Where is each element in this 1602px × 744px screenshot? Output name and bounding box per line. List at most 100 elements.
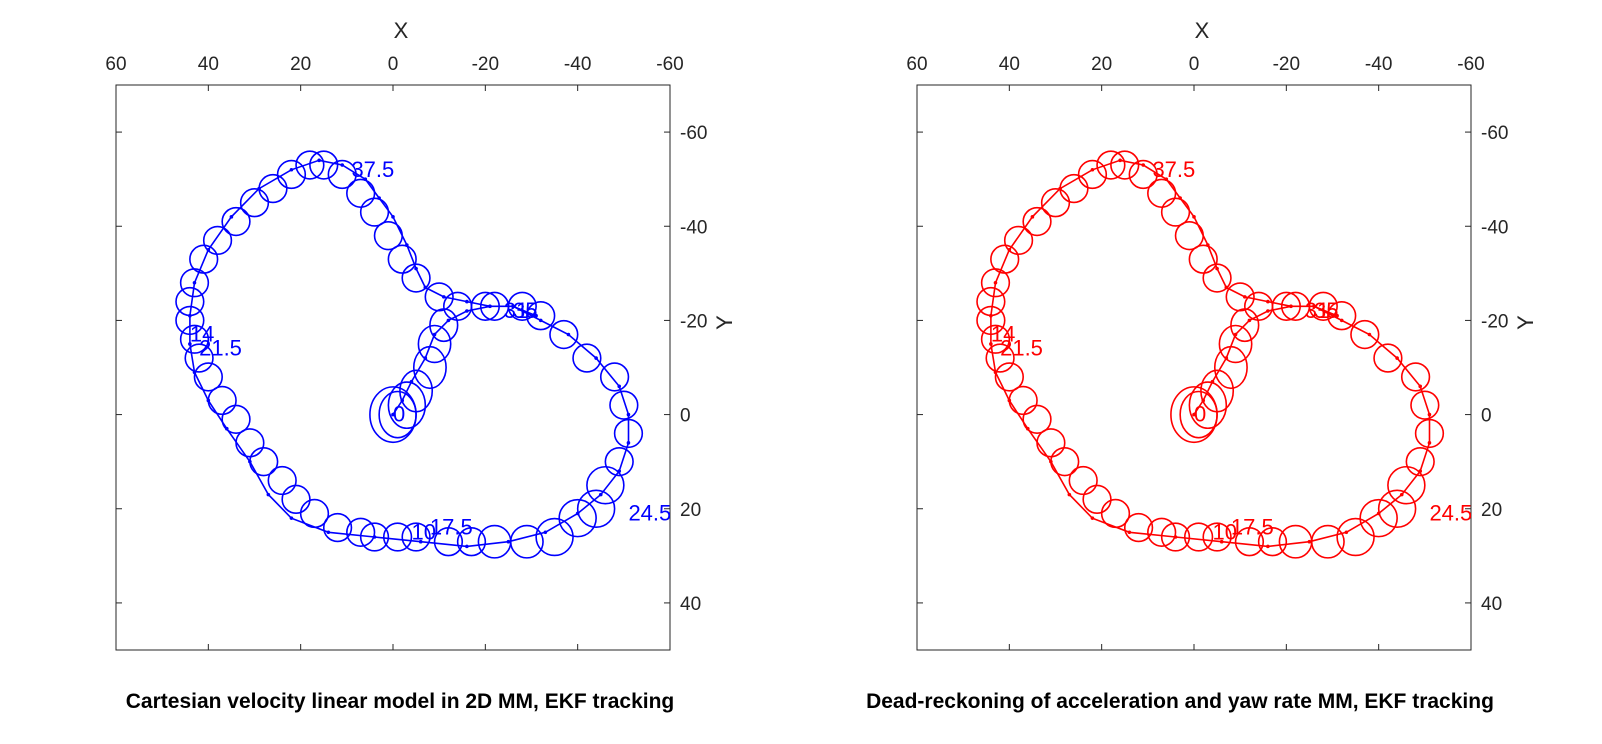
time-label: 0 xyxy=(1194,402,1206,427)
y-axis-label: Y xyxy=(712,315,737,330)
uncertainty-ellipse xyxy=(535,517,574,557)
uncertainty-ellipse xyxy=(1225,282,1255,312)
track-point xyxy=(993,370,998,375)
uncertainty-ellipse xyxy=(1373,343,1403,373)
uncertainty-ellipse xyxy=(221,404,251,434)
y-tick-label: 40 xyxy=(680,594,701,615)
uncertainty-ellipse xyxy=(576,489,616,529)
track-point xyxy=(391,215,395,219)
x-tick-label: 0 xyxy=(1189,54,1200,75)
time-label: 17.5 xyxy=(430,515,473,540)
track-point xyxy=(1173,535,1178,539)
uncertainty-ellipse xyxy=(1218,324,1253,364)
track-point xyxy=(543,530,548,535)
uncertainty-ellipse xyxy=(1077,159,1108,190)
x-tick-label: 0 xyxy=(388,54,399,75)
y-tick-label: 0 xyxy=(1481,406,1492,427)
uncertainty-ellipse xyxy=(424,282,454,312)
x-tick-label: 60 xyxy=(105,54,126,75)
track-point xyxy=(414,266,418,271)
uncertainty-ellipse xyxy=(1405,447,1435,477)
uncertainty-ellipse xyxy=(990,244,1020,274)
track-point xyxy=(432,332,437,337)
uncertainty-ellipse xyxy=(1123,512,1154,543)
uncertainty-ellipse xyxy=(346,517,376,547)
track-point xyxy=(1339,318,1344,323)
time-label: 24.5 xyxy=(628,500,671,525)
uncertainty-ellipse xyxy=(985,343,1015,373)
track-point xyxy=(626,441,631,445)
track-point xyxy=(188,313,192,318)
time-label: 10 xyxy=(411,519,435,544)
track-point xyxy=(423,285,428,290)
uncertainty-ellipse xyxy=(1188,244,1218,274)
track-point xyxy=(1090,167,1095,172)
x-tick-label: 40 xyxy=(999,54,1020,75)
time-label: 21.5 xyxy=(1000,336,1043,361)
uncertainty-ellipse xyxy=(1200,369,1235,413)
uncertainty-ellipse xyxy=(1022,404,1052,434)
track-point xyxy=(1224,285,1229,290)
track-point xyxy=(1307,539,1312,544)
track-point xyxy=(188,342,192,346)
track-point xyxy=(566,332,571,337)
time-label: 21.5 xyxy=(199,336,242,361)
track-point xyxy=(465,309,469,313)
track-point xyxy=(1233,332,1238,337)
uncertainty-ellipse xyxy=(456,527,487,557)
uncertainty-ellipse xyxy=(239,188,270,218)
uncertainty-ellipse xyxy=(295,150,325,180)
x-tick-label: -40 xyxy=(564,54,591,75)
uncertainty-ellipse xyxy=(249,447,279,477)
uncertainty-ellipse xyxy=(399,369,434,413)
time-label: 31 xyxy=(504,298,528,323)
time-label: 24.5 xyxy=(1429,500,1472,525)
track-point xyxy=(289,167,294,172)
uncertainty-ellipse xyxy=(1059,173,1089,204)
uncertainty-ellipse xyxy=(309,150,339,180)
uncertainty-ellipse xyxy=(1400,362,1431,392)
track-point xyxy=(993,280,998,285)
y-tick-label: -40 xyxy=(680,217,707,238)
y-tick-label: -60 xyxy=(680,123,707,144)
track-point xyxy=(1141,163,1146,167)
uncertainty-ellipse xyxy=(267,465,297,496)
uncertainty-ellipse xyxy=(346,178,376,208)
chart-right-title: Dead-reckoning of acceleration and yaw r… xyxy=(866,690,1494,713)
track-point xyxy=(538,318,543,323)
uncertainty-ellipse xyxy=(1410,390,1440,420)
uncertainty-ellipse xyxy=(433,527,464,557)
track-point xyxy=(1427,412,1432,417)
uncertainty-ellipse xyxy=(509,524,544,559)
track-point xyxy=(192,370,197,375)
track-point xyxy=(340,163,345,167)
track-line xyxy=(990,159,1431,548)
track-point xyxy=(1367,332,1372,337)
time-label: 31 xyxy=(1305,298,1329,323)
track-point xyxy=(594,356,598,360)
track-point xyxy=(1192,412,1196,417)
time-label: 37.5 xyxy=(1152,157,1195,182)
uncertainty-ellipse xyxy=(980,324,1011,354)
track-point xyxy=(400,398,405,403)
track-point xyxy=(465,544,469,549)
uncertainty-ellipse xyxy=(1179,390,1218,439)
track-point xyxy=(1007,398,1012,403)
track-point xyxy=(1058,186,1062,191)
track-point xyxy=(317,158,321,163)
uncertainty-ellipse xyxy=(1350,319,1380,350)
x-tick-label: 40 xyxy=(198,54,219,75)
track-point xyxy=(405,243,409,247)
time-label: 14 xyxy=(991,322,1015,347)
track-point xyxy=(506,539,511,544)
uncertainty-ellipse xyxy=(549,319,579,350)
uncertainty-ellipse xyxy=(1022,206,1052,237)
track-point xyxy=(1192,215,1196,219)
track-point xyxy=(1118,158,1122,163)
track-point xyxy=(248,459,252,464)
uncertainty-ellipse xyxy=(572,343,602,373)
track-point xyxy=(465,299,469,304)
track-point xyxy=(391,412,395,417)
